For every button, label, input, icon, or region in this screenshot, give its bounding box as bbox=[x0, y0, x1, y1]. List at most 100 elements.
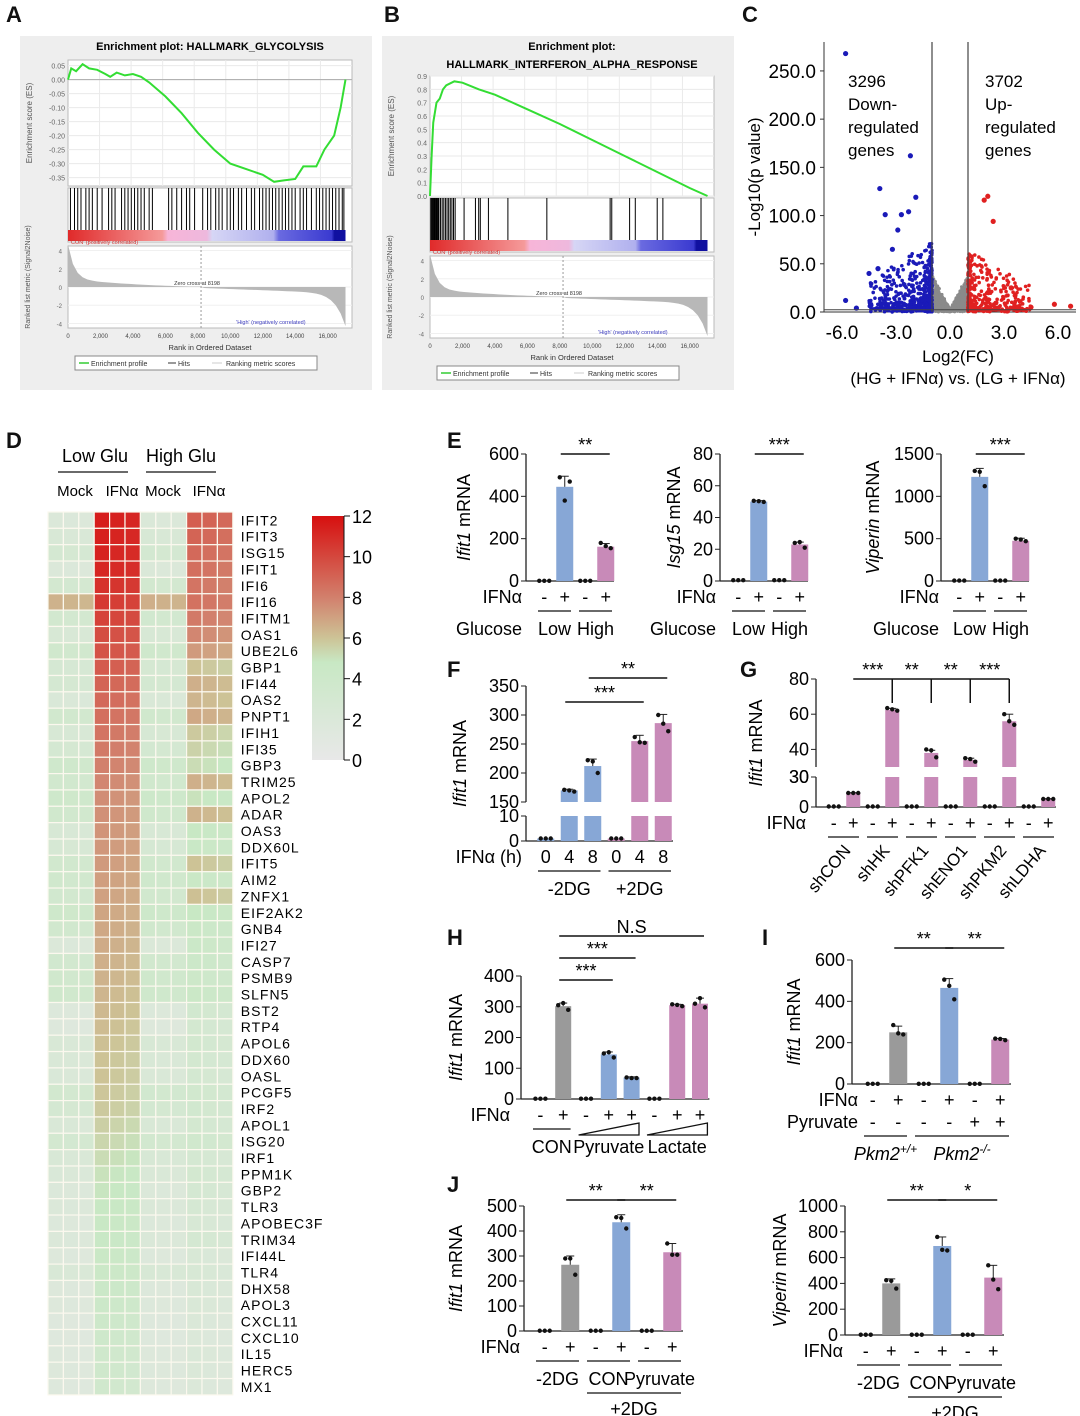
heatmap-cell bbox=[155, 1214, 172, 1232]
heatmap-cell bbox=[78, 1247, 95, 1265]
gene-label: MX1 bbox=[241, 1379, 273, 1395]
heatmap-cell bbox=[139, 1214, 157, 1232]
heatmap-cell bbox=[139, 1083, 157, 1102]
ifn-treatment-label: - bbox=[541, 587, 547, 607]
bar bbox=[846, 793, 861, 807]
heatmap-cell bbox=[62, 903, 80, 922]
heatmap-cell bbox=[139, 707, 157, 726]
ranked-y-axis-label: Ranked list metric (Signal2Noise) bbox=[387, 235, 394, 338]
group-label: +2DG bbox=[616, 879, 664, 899]
point-down bbox=[886, 288, 891, 292]
heatmap-cell bbox=[78, 805, 95, 824]
heatmap-cell bbox=[78, 1328, 95, 1347]
x-tick-label: 14,000 bbox=[286, 334, 305, 340]
y-axis-label-gene: Viperin bbox=[770, 1272, 790, 1328]
heatmap-cell bbox=[47, 1181, 64, 1200]
point-down bbox=[922, 283, 927, 288]
significance-label: *** bbox=[862, 660, 883, 680]
heatmap-cell bbox=[139, 674, 157, 693]
gene-label: BST2 bbox=[241, 1003, 280, 1019]
heatmap-cell bbox=[93, 1132, 111, 1151]
point-down bbox=[900, 304, 905, 308]
heatmap-cell bbox=[155, 756, 172, 775]
data-point bbox=[652, 1096, 657, 1101]
point-down bbox=[894, 284, 899, 288]
ifn-treatment-label: - bbox=[776, 587, 782, 607]
heatmap-cell bbox=[170, 838, 188, 856]
y-tick-label: 200 bbox=[489, 763, 519, 783]
supergroup-label: +2DG bbox=[931, 1403, 979, 1416]
gene-label: AIM2 bbox=[241, 872, 278, 888]
data-point bbox=[608, 545, 613, 551]
y-tick-label: 0.00 bbox=[51, 78, 65, 85]
heatmap-cell bbox=[201, 1361, 218, 1380]
y-axis-label-gene: Ifit1 bbox=[446, 1052, 466, 1081]
heatmap-cell bbox=[155, 903, 172, 922]
heatmap-cell bbox=[201, 920, 218, 938]
heatmap-cell bbox=[170, 1328, 188, 1347]
point-down bbox=[869, 302, 874, 306]
data-point bbox=[557, 475, 562, 480]
ifn-treatment-label: - bbox=[870, 813, 876, 833]
pyruvate-treatment-label: - bbox=[921, 1112, 927, 1132]
data-point bbox=[675, 1252, 680, 1257]
data-point bbox=[629, 1075, 634, 1081]
panel-label-h: H bbox=[447, 925, 463, 950]
negative-correlation-label: 'High' (negatively correlated) bbox=[598, 330, 668, 336]
heatmap-cell bbox=[170, 756, 188, 775]
heatmap-cell bbox=[155, 1345, 172, 1363]
gene-label: IFI44 bbox=[241, 676, 278, 692]
heatmap-cell bbox=[108, 691, 126, 709]
ifn-treatment-label: - bbox=[863, 1341, 869, 1361]
heatmap-cell bbox=[78, 625, 95, 644]
point-up bbox=[972, 272, 976, 277]
heatmap-cell bbox=[124, 625, 141, 644]
heatmap-cell bbox=[62, 576, 80, 595]
heatmap-cell bbox=[139, 1181, 157, 1200]
heatmap-cell bbox=[186, 903, 203, 922]
ifn-treatment-label: - bbox=[582, 587, 588, 607]
heatmap-cell bbox=[186, 1361, 203, 1380]
data-point bbox=[657, 1096, 662, 1101]
heatmap-cell bbox=[124, 969, 141, 987]
bar bbox=[556, 486, 574, 581]
bar bbox=[963, 759, 978, 767]
data-point bbox=[614, 836, 619, 841]
point-down bbox=[898, 212, 904, 218]
heatmap-cell bbox=[170, 1149, 188, 1167]
group-label: Pyruvate bbox=[573, 1137, 644, 1157]
heatmap-cell bbox=[108, 560, 126, 579]
ifn-treatment-label: - bbox=[583, 1105, 589, 1125]
data-point bbox=[967, 1081, 972, 1086]
bar bbox=[623, 1077, 640, 1099]
y-tick-label: 0 bbox=[509, 571, 519, 591]
heatmap-cell bbox=[124, 1018, 141, 1036]
point-up bbox=[1003, 303, 1008, 307]
heatmap-cell bbox=[93, 1083, 111, 1102]
ranking-metric-area bbox=[430, 254, 708, 337]
heatmap-cell bbox=[201, 1001, 218, 1020]
heatmap-cell bbox=[216, 740, 234, 758]
data-point bbox=[998, 578, 1003, 583]
point-up bbox=[996, 267, 1001, 272]
heatmap-cell bbox=[62, 1230, 80, 1249]
heatmap-cell bbox=[201, 511, 218, 529]
gene-label: OASL bbox=[241, 1068, 282, 1084]
heatmap-cell bbox=[47, 707, 64, 726]
heatmap-cell bbox=[201, 887, 218, 905]
y-tick-label: 50.0 bbox=[779, 255, 816, 276]
colorbar-tick-label: 2 bbox=[352, 710, 362, 730]
heatmap-cell bbox=[93, 1067, 111, 1085]
bar-lower-segment bbox=[924, 777, 939, 807]
heatmap-cell bbox=[155, 1018, 172, 1036]
heatmap-cell bbox=[93, 1296, 111, 1314]
bar bbox=[669, 1005, 686, 1099]
down-regulated-label: 3296 bbox=[848, 72, 886, 91]
point-up bbox=[985, 272, 989, 277]
heatmap-cell bbox=[78, 1165, 95, 1183]
y-tick-label: 40 bbox=[789, 739, 809, 759]
ifn-treatment-label: + bbox=[937, 1341, 948, 1361]
